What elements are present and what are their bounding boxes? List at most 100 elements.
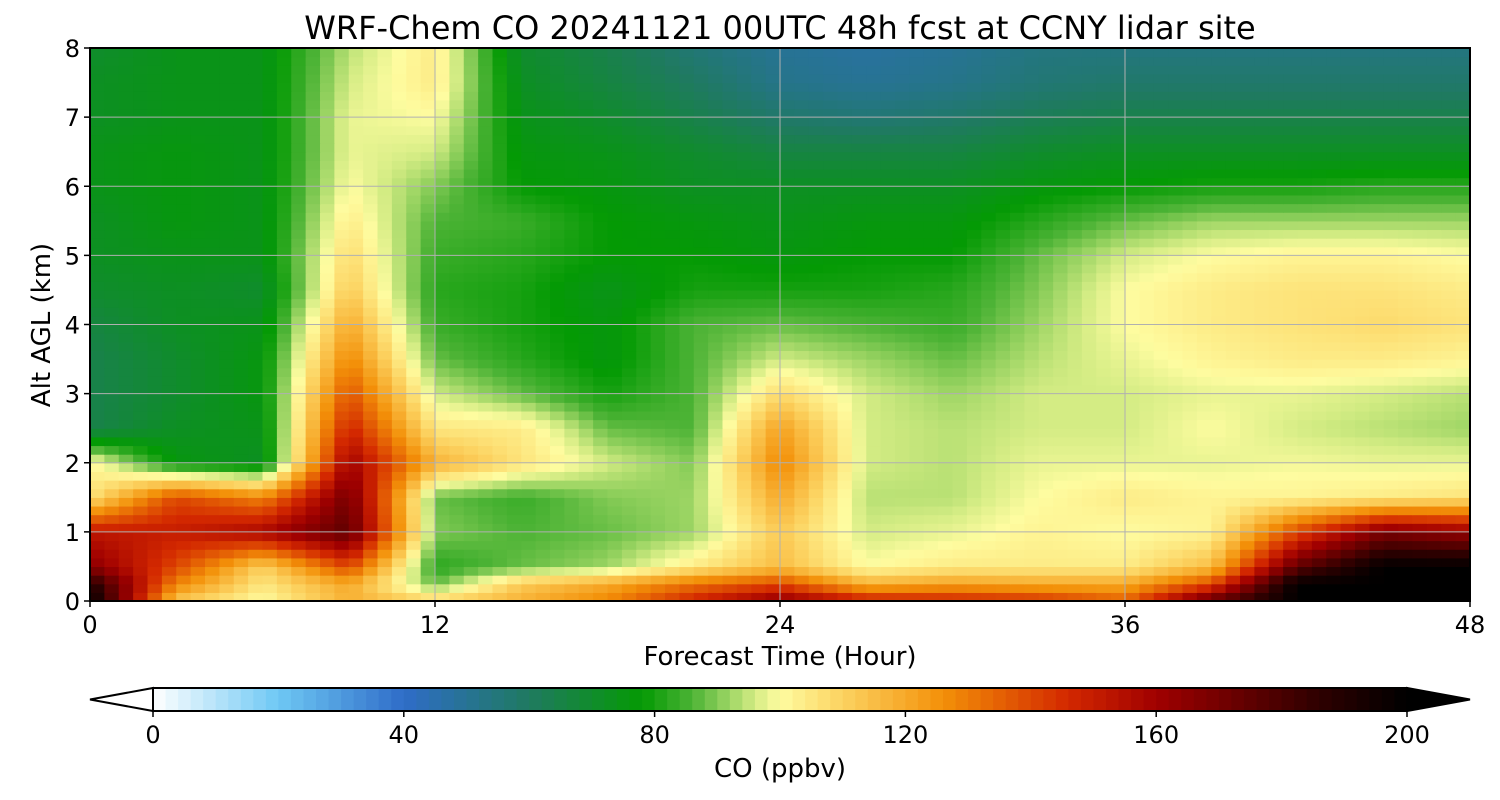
heatmap-cell — [708, 384, 724, 395]
heatmap-cell — [1254, 272, 1270, 282]
heatmap-cell — [593, 315, 609, 326]
heatmap-cell — [1297, 289, 1313, 300]
heatmap-cell — [161, 497, 177, 507]
heatmap-cell — [305, 497, 321, 507]
heatmap-cell — [866, 168, 882, 179]
heatmap-cell — [1254, 341, 1270, 352]
heatmap-cell — [190, 384, 206, 395]
heatmap-cell — [981, 160, 997, 170]
heatmap-cell — [938, 514, 954, 524]
heatmap-cell — [1455, 264, 1471, 274]
heatmap-cell — [1240, 212, 1255, 222]
heatmap-cell — [190, 168, 206, 179]
heatmap-cell — [1455, 410, 1471, 421]
heatmap-cell — [190, 488, 206, 498]
heatmap-cell — [1139, 350, 1155, 360]
heatmap-cell — [435, 566, 450, 576]
heatmap-cell — [1096, 488, 1112, 498]
heatmap-cell — [449, 445, 465, 455]
heatmap-cell — [1024, 220, 1040, 231]
heatmap-cell — [1369, 497, 1385, 507]
heatmap-cell — [1297, 480, 1313, 490]
heatmap-cell — [1168, 436, 1184, 447]
heatmap-cell — [650, 186, 666, 196]
heatmap-cell — [1412, 523, 1428, 533]
heatmap-cell — [377, 531, 393, 542]
heatmap-cell — [693, 419, 709, 429]
heatmap-cell — [607, 523, 623, 533]
heatmap-cell — [851, 531, 867, 542]
heatmap-cell — [363, 168, 379, 179]
heatmap-cell — [1355, 462, 1370, 472]
heatmap-cell — [780, 255, 795, 265]
heatmap-cell — [1240, 359, 1255, 369]
heatmap-cell — [377, 410, 393, 421]
heatmap-cell — [320, 402, 335, 412]
heatmap-cell — [248, 531, 264, 542]
heatmap-cell — [420, 410, 436, 421]
heatmap-cell — [765, 445, 781, 455]
heatmap-cell — [995, 203, 1011, 213]
heatmap-cell — [1455, 549, 1471, 559]
heatmap-cell — [765, 212, 781, 222]
heatmap-cell — [377, 583, 393, 593]
heatmap-cell — [1369, 454, 1385, 464]
heatmap-cell — [406, 454, 422, 464]
heatmap-cell — [118, 246, 134, 256]
heatmap-cell — [118, 488, 134, 498]
heatmap-cell — [1297, 436, 1313, 447]
heatmap-cell — [1225, 445, 1241, 455]
heatmap-cell — [406, 376, 422, 386]
heatmap-cell — [104, 462, 120, 472]
heatmap-cell — [1412, 298, 1428, 308]
heatmap-cell — [391, 246, 407, 256]
heatmap-cell — [262, 194, 278, 205]
heatmap-cell — [1081, 315, 1097, 326]
heatmap-cell — [938, 341, 954, 352]
heatmap-cell — [161, 238, 177, 248]
heatmap-cell — [909, 186, 925, 196]
heatmap-cell — [1196, 419, 1212, 429]
heatmap-cell — [363, 324, 379, 334]
heatmap-cell — [621, 333, 637, 343]
heatmap-cell — [363, 531, 379, 542]
heatmap-cell — [1196, 566, 1212, 576]
heatmap-cell — [435, 549, 450, 559]
heatmap-cell — [722, 281, 738, 291]
heatmap-cell — [1125, 350, 1140, 360]
heatmap-cell — [420, 583, 436, 593]
heatmap-cell — [1426, 549, 1442, 559]
heatmap-cell — [1340, 255, 1356, 265]
heatmap-cell — [578, 264, 594, 274]
heatmap-cell — [406, 514, 422, 524]
heatmap-cell — [435, 220, 450, 231]
heatmap-cell — [391, 194, 407, 205]
heatmap-cell — [334, 315, 350, 326]
heatmap-cell — [1168, 264, 1184, 274]
heatmap-cell — [363, 298, 379, 308]
heatmap-cell — [1153, 212, 1169, 222]
heatmap-cell — [1340, 428, 1356, 438]
heatmap-cell — [406, 410, 422, 421]
heatmap-cell — [736, 514, 752, 524]
heatmap-cell — [938, 557, 954, 568]
heatmap-cell — [161, 350, 177, 360]
heatmap-cell — [305, 238, 321, 248]
heatmap-cell — [1225, 583, 1241, 593]
heatmap-cell — [1110, 445, 1126, 455]
heatmap-cell — [808, 264, 824, 274]
heatmap-cell — [348, 428, 364, 438]
heatmap-cell — [564, 151, 580, 161]
heatmap-cell — [1441, 298, 1457, 308]
heatmap-cell — [1355, 341, 1370, 352]
heatmap-cell — [1125, 428, 1140, 438]
heatmap-cell — [938, 462, 954, 472]
heatmap-cell — [851, 203, 867, 213]
heatmap-cell — [823, 151, 839, 161]
heatmap-cell — [1355, 238, 1370, 248]
heatmap-cell — [751, 445, 767, 455]
heatmap-cell — [377, 445, 393, 455]
heatmap-cell — [1398, 454, 1414, 464]
heatmap-cell — [1398, 445, 1414, 455]
heatmap-cell — [363, 436, 379, 447]
